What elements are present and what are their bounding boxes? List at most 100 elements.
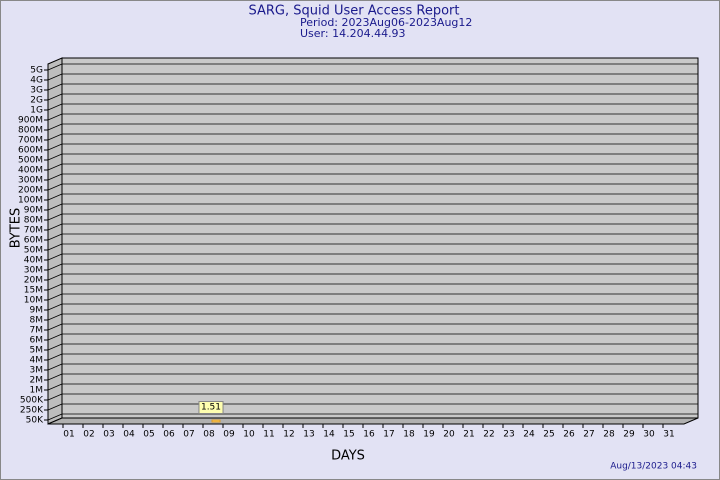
x-tick-label: 10 (243, 430, 255, 440)
y-tick-label: 1M (30, 386, 44, 396)
grid-line (47, 193, 63, 201)
y-tick-label: 3G (30, 86, 43, 96)
y-tick-label: 9M (30, 306, 44, 316)
grid-line (47, 173, 63, 181)
grid-line (47, 243, 63, 251)
grid-line (47, 163, 63, 171)
x-tick-label: 31 (663, 430, 674, 440)
x-tick-label: 24 (523, 430, 535, 440)
x-tick-label: 12 (283, 430, 294, 440)
grid-line (47, 223, 63, 231)
x-tick-label: 19 (423, 430, 435, 440)
grid-line (47, 383, 63, 391)
chart-subtitle: User: 14.204.44.93 (300, 27, 406, 40)
grid-line (47, 253, 63, 261)
y-tick-label: 2M (30, 376, 44, 386)
y-tick-label: 900M (18, 116, 43, 126)
grid-line (47, 233, 63, 241)
grid-line (47, 303, 63, 311)
grid-line (47, 333, 63, 341)
x-tick-label: 16 (363, 430, 375, 440)
x-tick-label: 09 (223, 430, 235, 440)
x-tick-label: 29 (623, 430, 635, 440)
x-tick-label: 06 (163, 430, 175, 440)
grid-line (47, 323, 63, 331)
x-tick-label: 23 (503, 430, 514, 440)
x-axis-label: DAYS (331, 449, 365, 464)
chart-subtitle: Period: 2023Aug06-2023Aug12 (300, 16, 472, 29)
y-tick-label: 500M (18, 156, 43, 166)
grid-line (47, 133, 63, 141)
x-tick-label: 17 (383, 430, 394, 440)
y-tick-label: 50K (26, 416, 44, 426)
grid-line (47, 73, 63, 81)
x-tick-label: 05 (143, 430, 154, 440)
y-tick-label: 3M (30, 366, 44, 376)
y-tick-label: 100M (18, 196, 43, 206)
grid-line (47, 313, 63, 321)
y-tick-label: 60M (24, 236, 43, 246)
x-tick-label: 08 (203, 430, 215, 440)
grid-line (47, 413, 63, 421)
grid-line (47, 213, 63, 221)
grid-line (47, 373, 63, 381)
value-label: 1.51 (201, 403, 221, 413)
bar (211, 419, 221, 423)
grid-line (47, 283, 63, 291)
grid-line (47, 113, 63, 121)
y-tick-label: 1G (30, 106, 43, 116)
y-tick-label: 200M (18, 186, 43, 196)
grid-line (47, 103, 63, 111)
y-tick-label: 5M (30, 346, 44, 356)
grid-line (47, 183, 63, 191)
x-tick-label: 11 (263, 430, 274, 440)
x-tick-label: 02 (83, 430, 94, 440)
y-tick-label: 20M (24, 276, 43, 286)
grid-line (47, 393, 63, 401)
grid-line (47, 353, 63, 361)
y-tick-label: 600M (18, 146, 43, 156)
x-tick-label: 04 (123, 430, 135, 440)
y-tick-label: 700M (18, 136, 43, 146)
x-tick-label: 28 (603, 430, 615, 440)
y-tick-label: 50M (24, 246, 43, 256)
x-tick-label: 07 (183, 430, 194, 440)
y-tick-label: 5G (30, 66, 43, 76)
grid-line (47, 293, 63, 301)
y-tick-label: 300M (18, 176, 43, 186)
plot-floor (47, 417, 699, 425)
y-tick-label: 7M (30, 326, 44, 336)
y-tick-label: 500K (20, 396, 44, 406)
grid-line (47, 93, 63, 101)
x-tick-label: 30 (643, 430, 655, 440)
x-tick-label: 15 (343, 430, 354, 440)
x-tick-label: 20 (443, 430, 455, 440)
grid-line (47, 363, 63, 371)
x-tick-label: 14 (323, 430, 335, 440)
footer: Aug/13/2023 04:43 (610, 462, 697, 472)
value-label-box (198, 401, 224, 414)
y-tick-label: 70M (24, 226, 43, 236)
x-tick-label: 27 (583, 430, 594, 440)
x-tick-label: 03 (103, 430, 114, 440)
grid-line (47, 123, 63, 131)
y-tick-label: 10M (24, 296, 43, 306)
chart-title: SARG, Squid User Access Report (249, 4, 460, 19)
y-tick-label: 8M (30, 316, 44, 326)
y-tick-label: 4M (30, 356, 44, 366)
y-tick-label: 15M (24, 286, 43, 296)
y-tick-label: 6M (30, 336, 44, 346)
grid-line (47, 263, 63, 271)
x-tick-label: 13 (303, 430, 314, 440)
grid-line (47, 403, 63, 411)
y-tick-label: 80M (24, 216, 43, 226)
x-tick-label: 26 (563, 430, 575, 440)
grid-line (47, 153, 63, 161)
x-tick-label: 22 (483, 430, 494, 440)
x-tick-label: 18 (403, 430, 415, 440)
y-tick-label: 400M (18, 166, 43, 176)
y-axis-label: BYTES (9, 208, 24, 249)
grid-line (47, 63, 63, 71)
x-tick-label: 25 (543, 430, 554, 440)
